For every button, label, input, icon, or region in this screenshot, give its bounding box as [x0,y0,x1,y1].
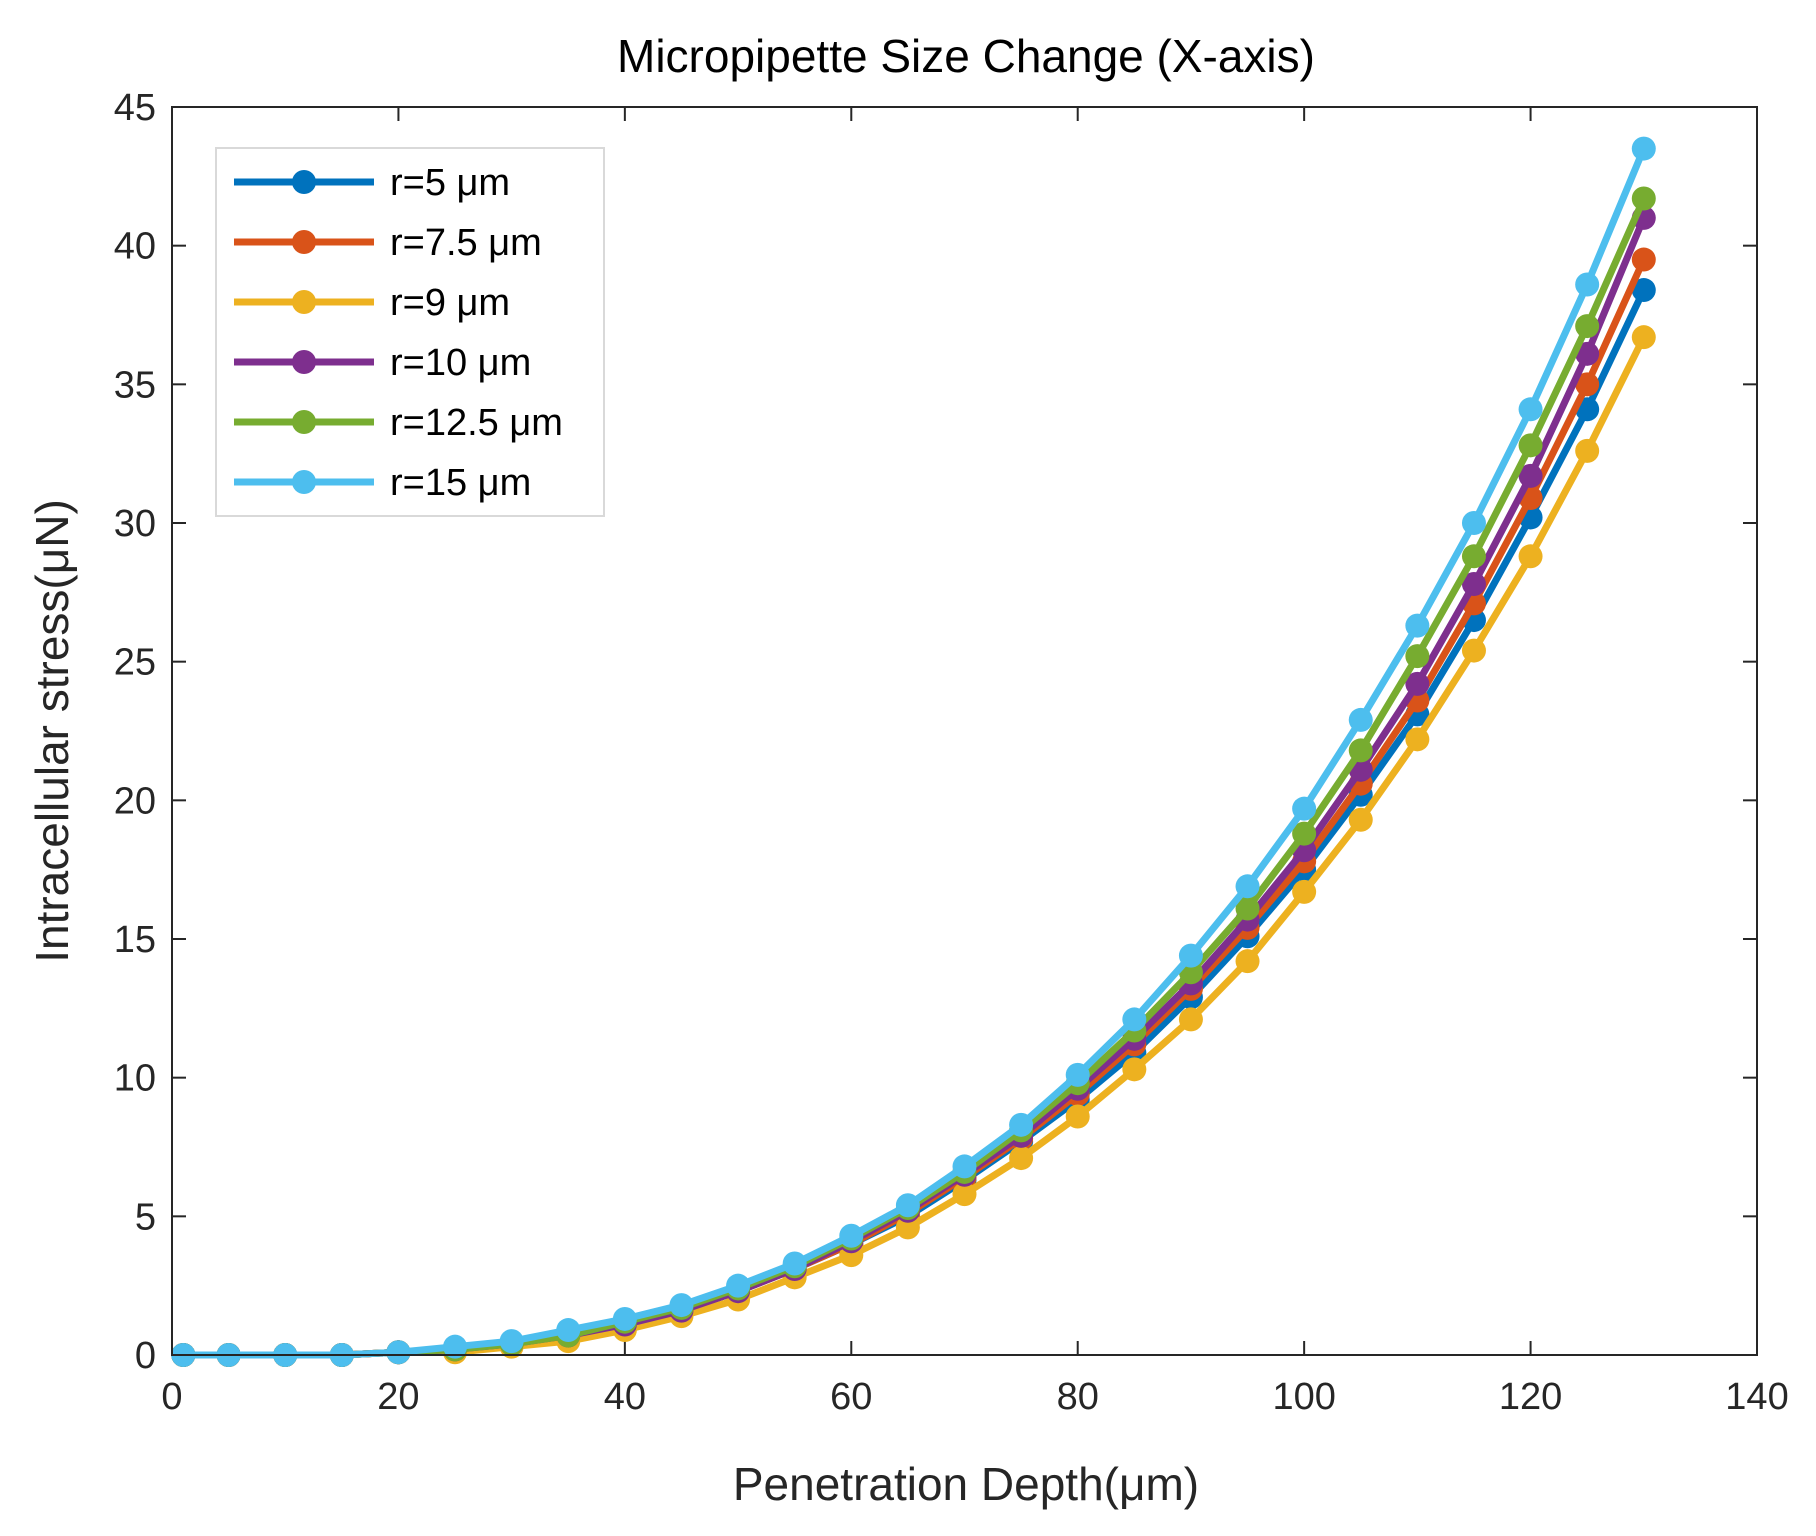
data-point [1575,272,1600,297]
y-tick-label: 35 [114,364,156,406]
data-point [1065,1062,1090,1087]
data-point [1518,397,1543,422]
data-point [1235,896,1260,921]
x-tick-label: 60 [830,1376,872,1418]
data-point [1405,671,1430,696]
data-point [1009,1146,1034,1171]
data-point [1631,136,1656,161]
data-point [1631,247,1656,272]
data-point [895,1215,920,1240]
legend-marker [292,410,316,434]
legend-box [215,147,605,517]
y-tick-label: 5 [135,1196,156,1238]
x-axis-ticks: 0 20 40 60 80 100 120 140 [161,107,1789,1418]
legend-marker [292,290,316,314]
data-point [669,1293,694,1318]
data-point [1518,463,1543,488]
data-point [1122,1057,1147,1082]
y-tick-label: 45 [114,87,156,129]
data-point [1631,278,1656,303]
data-point [1518,433,1543,458]
y-tick-label: 0 [135,1335,156,1377]
data-point [386,1340,411,1365]
legend-label: r=10 μm [390,342,531,384]
data-point [1405,613,1430,638]
x-tick-label: 80 [1057,1376,1099,1418]
x-tick-label: 100 [1272,1376,1335,1418]
legend-label: r=9 μm [390,282,510,324]
x-tick-label: 20 [377,1376,419,1418]
y-tick-label: 25 [114,642,156,684]
data-point [1461,511,1486,535]
data-point [1348,807,1373,832]
data-point [1631,186,1656,211]
legend: r=5 μm r=7.5 μm r=9 μm r=10 μm r=12.5 μm r=15… [215,147,605,517]
x-axis-label: Penetration Depth(μm) [733,1458,1199,1510]
y-tick-label: 15 [114,919,156,961]
data-point [1235,874,1260,899]
x-tick-label: 40 [604,1376,646,1418]
legend-marker [292,170,316,194]
data-point [1461,572,1486,597]
legend-marker [292,230,316,254]
data-point [1065,1104,1090,1129]
y-axis-label: Intracellular stress(μN) [26,499,78,963]
data-point [1178,943,1203,968]
x-tick-label: 120 [1499,1376,1562,1418]
data-point [1292,796,1317,821]
data-point [1235,949,1260,974]
y-tick-label: 40 [114,226,156,268]
data-point [499,1329,524,1354]
data-point [952,1154,977,1179]
data-point [1575,438,1600,463]
x-tick-label: 0 [161,1376,182,1418]
x-tick-label: 140 [1725,1376,1788,1418]
data-point [1631,325,1656,350]
data-point [839,1223,864,1248]
chart-title: Micropipette Size Change (X-axis) [617,30,1315,82]
legend-label: r=15 μm [390,462,531,504]
axes-box [171,106,1758,1356]
data-point [1292,879,1317,904]
data-point [1575,372,1600,397]
y-tick-label: 20 [114,780,156,822]
y-axis-ticks: 0 5 10 15 20 25 30 35 40 45 [114,87,1757,1377]
data-point [1518,544,1543,569]
data-point [895,1193,920,1218]
data-point [443,1334,468,1359]
data-point [1575,314,1600,339]
legend-label: r=12.5 μm [390,402,563,444]
data-point [1009,1112,1034,1137]
data-point [556,1318,581,1343]
data-point [952,1182,977,1207]
data-point [1122,1007,1147,1032]
data-point [1575,341,1600,366]
data-point [1178,1007,1203,1032]
data-point [1405,644,1430,669]
y-tick-label: 30 [114,503,156,545]
data-point [1461,544,1486,569]
series-5 [171,136,1656,1367]
data-point [1292,821,1317,846]
data-point [612,1306,637,1331]
data-point [1348,707,1373,732]
y-tick-label: 10 [114,1058,156,1100]
data-point [1461,638,1486,663]
data-point [782,1251,807,1276]
data-point [726,1273,751,1298]
legend-label: r=7.5 μm [390,222,542,264]
legend-marker [292,470,316,494]
legend-marker [292,350,316,374]
legend-label: r=5 μm [390,162,510,204]
data-point [1405,727,1430,752]
data-point [1348,738,1373,763]
